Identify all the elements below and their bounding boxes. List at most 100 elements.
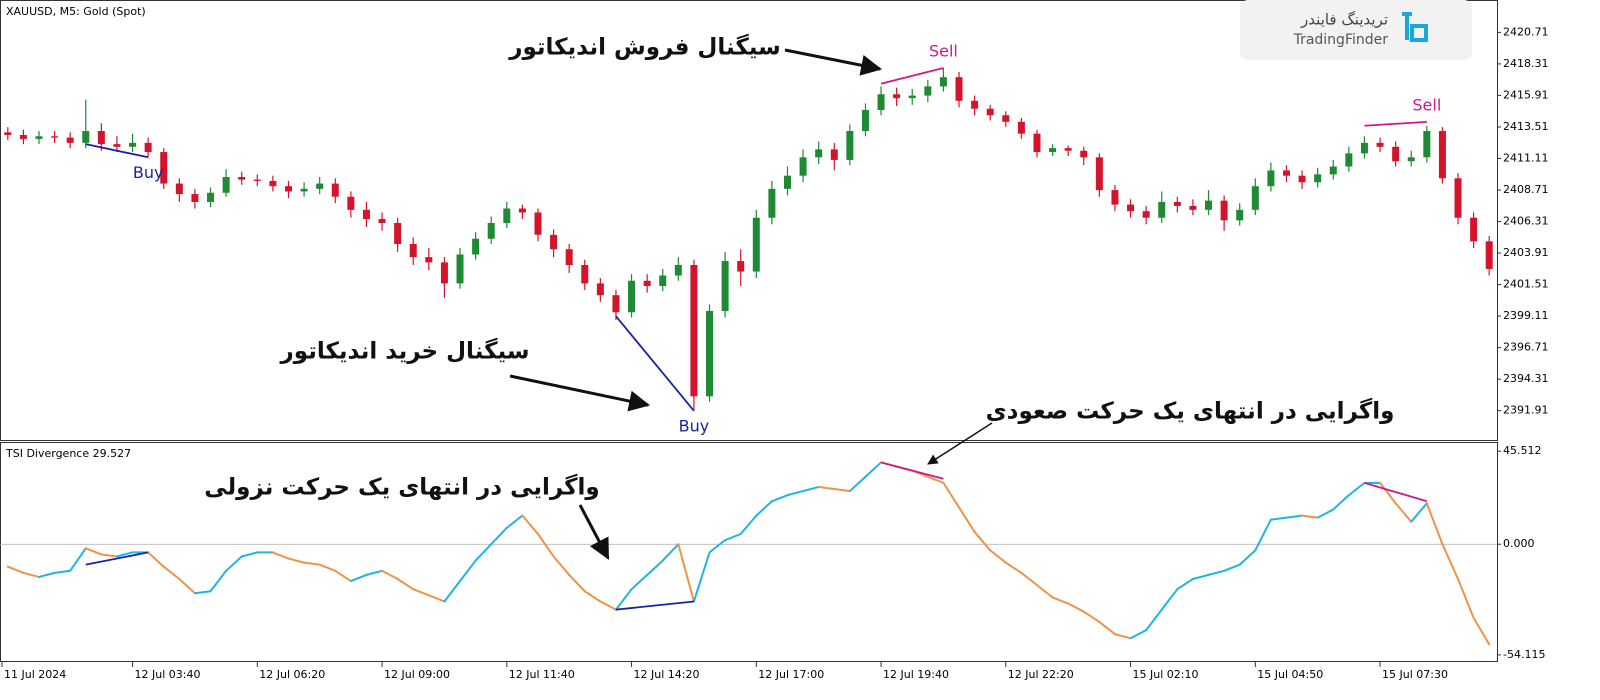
divergence-line — [880, 67, 944, 85]
tsi-segment — [1160, 588, 1179, 611]
tsi-segment — [1004, 561, 1023, 574]
candle-body — [877, 94, 885, 111]
x-tick-label: 15 Jul 02:10 — [1133, 668, 1199, 681]
candle-body — [97, 131, 105, 145]
candle-body — [362, 209, 370, 220]
candle-body — [378, 219, 386, 223]
y-tick-label: 2399.11 — [1503, 309, 1549, 322]
candle-body — [706, 310, 714, 397]
candle-body — [51, 136, 59, 138]
tsi-segment — [1113, 633, 1132, 640]
tsi-segment — [926, 475, 945, 484]
tsi-segment — [6, 565, 25, 574]
candle-body — [815, 149, 823, 158]
logo-icon — [1402, 12, 1428, 42]
tsi-divergence-line — [1364, 482, 1428, 503]
candle-body — [924, 86, 932, 96]
tsi-segment — [1238, 549, 1257, 566]
candle-body — [1080, 150, 1088, 158]
tsi-segment — [864, 461, 883, 478]
tsi-segment — [365, 569, 384, 576]
candle-body — [472, 238, 480, 255]
y-tick-label: 2411.11 — [1503, 151, 1549, 164]
x-tick-label: 12 Jul 09:00 — [384, 668, 450, 681]
tsi-segment — [147, 551, 165, 568]
y-tick-label: 45.512 — [1503, 444, 1542, 457]
candle-body — [456, 254, 464, 284]
candle-body — [160, 152, 168, 184]
candle-body — [1251, 186, 1259, 210]
candle-body — [628, 280, 636, 313]
tsi-segment — [209, 569, 228, 593]
tsi-segment — [989, 549, 1007, 564]
arrow — [509, 374, 651, 412]
candle-body — [503, 208, 511, 223]
candle-body — [565, 249, 573, 265]
tsi-segment — [490, 526, 508, 546]
candle-body — [1127, 204, 1135, 212]
candle-body — [1189, 205, 1197, 210]
tsi-segment — [100, 553, 118, 558]
tsi-segment — [349, 573, 368, 583]
tsi-segment — [1254, 518, 1272, 552]
tsi-segment — [1332, 494, 1350, 511]
tsi-segment — [552, 555, 571, 576]
tsi-segment — [1457, 577, 1475, 619]
tsi-segment — [303, 561, 321, 566]
tsi-segment — [1082, 610, 1101, 623]
tsi-segment — [833, 488, 851, 493]
y-tick-label: 2413.51 — [1503, 120, 1549, 133]
candle-body — [175, 183, 183, 195]
tsi-segment — [1191, 573, 1210, 580]
candle-body — [1470, 217, 1478, 242]
logo-name-fa: تریدینگ فایندر — [1300, 11, 1388, 29]
tsi-segment — [1301, 514, 1319, 519]
tsi-segment — [396, 577, 415, 591]
candle-body — [316, 183, 324, 189]
tsi-segment — [802, 485, 820, 493]
tsi-divergence-line — [85, 551, 149, 566]
tsi-segment — [22, 571, 40, 578]
candle-body — [1282, 170, 1290, 176]
candle-body — [1033, 133, 1041, 153]
candle-body — [690, 265, 698, 397]
tsi-segment — [677, 543, 695, 603]
tsi-segment — [318, 563, 337, 572]
candle-body — [82, 131, 90, 143]
tsi-segment — [1394, 502, 1413, 523]
x-tick-label: 12 Jul 14:20 — [634, 668, 700, 681]
tsi-segment — [505, 514, 524, 529]
candle-body — [238, 177, 246, 180]
tsi-segment — [1269, 516, 1288, 521]
candle-body — [721, 261, 729, 311]
tsi-segment — [381, 569, 399, 580]
y-tick-label: 2415.91 — [1503, 88, 1549, 101]
candle-body — [1064, 148, 1072, 151]
candle-body — [1049, 148, 1057, 153]
candle-body — [659, 275, 667, 287]
tsi-segment — [1425, 502, 1444, 546]
indicator-pane — [0, 442, 1498, 662]
candle-body — [1407, 157, 1415, 162]
candle-body — [409, 243, 417, 258]
tsi-segment — [1379, 481, 1397, 505]
candle-body — [1345, 153, 1353, 167]
candle-body — [144, 142, 152, 153]
tsi-segment — [1020, 571, 1038, 587]
tsi-segment — [427, 594, 446, 603]
x-tick-label: 12 Jul 06:20 — [259, 668, 325, 681]
candle-body — [1314, 174, 1322, 183]
candle-body — [674, 265, 682, 276]
tsi-segment — [1285, 514, 1304, 519]
candle-body — [191, 194, 199, 202]
tsi-segment — [412, 588, 430, 597]
tsi-segment — [1051, 596, 1070, 605]
candle-body — [971, 100, 979, 109]
tsi-segment — [583, 590, 602, 603]
tsi-segment — [958, 506, 976, 533]
candle-body — [893, 94, 901, 99]
tsi-segment — [646, 559, 664, 576]
divergence-line — [85, 143, 149, 159]
candle-body — [1017, 121, 1025, 134]
tsi-segment — [1035, 584, 1054, 599]
